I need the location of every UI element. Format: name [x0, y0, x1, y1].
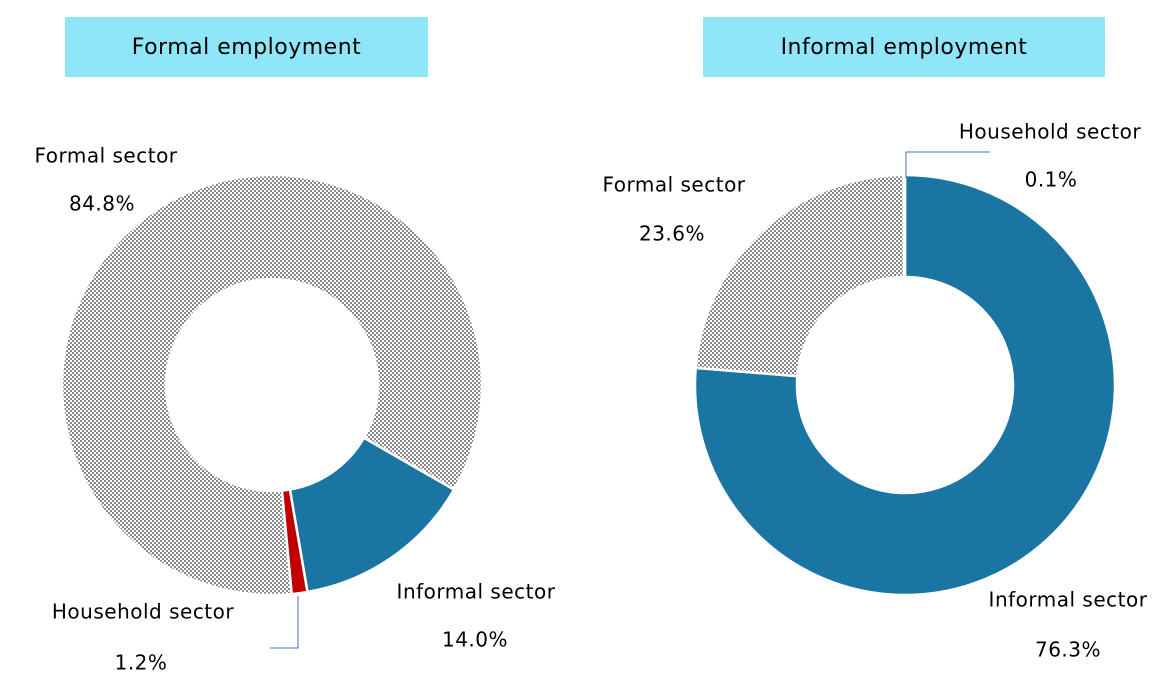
slice-label: Household sector	[52, 600, 234, 624]
value-label: 84.8%	[69, 192, 135, 216]
slice-label: Household sector	[959, 120, 1141, 144]
leader-line	[905, 151, 990, 178]
slice-label: Informal sector	[989, 588, 1148, 612]
chart-title: Formal employment	[132, 35, 362, 60]
title-box	[65, 17, 428, 77]
donut-slice	[693, 173, 1117, 597]
chart-title: Informal employment	[781, 35, 1028, 60]
value-label: 23.6%	[639, 222, 705, 246]
slice-label: Informal sector	[397, 580, 556, 604]
value-label: 1.2%	[115, 651, 168, 675]
slice-label: Formal sector	[34, 144, 177, 168]
donut-slice	[60, 173, 484, 597]
donut-slice	[902, 173, 907, 279]
slice-label: Formal sector	[602, 173, 745, 197]
donut-slice	[280, 488, 309, 596]
value-label: 76.3%	[1035, 638, 1101, 662]
title-box	[703, 17, 1105, 77]
donut-slice	[288, 436, 456, 594]
donut-slice	[694, 173, 906, 378]
value-label: 14.0%	[442, 628, 508, 652]
value-label: 0.1%	[1025, 168, 1078, 192]
leader-line	[270, 596, 299, 649]
